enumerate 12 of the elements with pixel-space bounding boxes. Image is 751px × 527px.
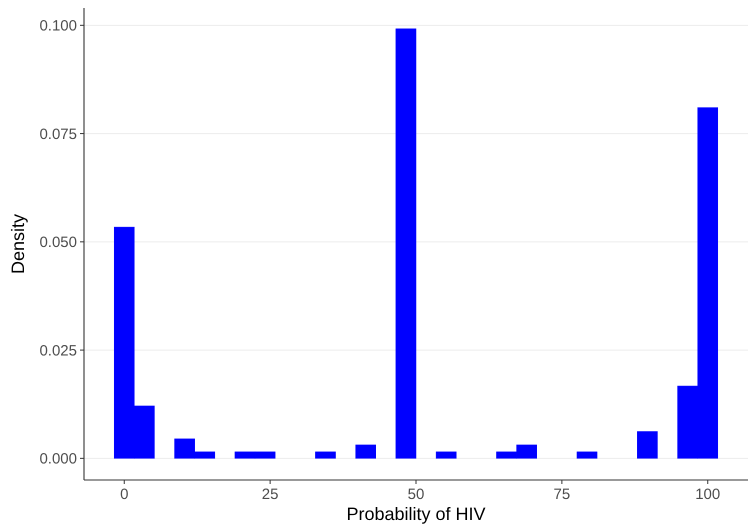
y-axis-title: Density [8, 214, 28, 274]
y-tick-label: 0.050 [39, 234, 77, 252]
x-axis-title: Probability of HIV [346, 504, 486, 524]
y-tick-label: 0.075 [39, 126, 77, 143]
x-tick-label: 100 [695, 486, 720, 503]
y-tick-label: 0.025 [39, 342, 77, 360]
x-tick-label: 50 [408, 486, 424, 503]
x-tick-label: 25 [262, 486, 278, 503]
x-tick-label: 0 [120, 486, 128, 503]
y-tick-label: 0.000 [39, 450, 77, 468]
x-tick-label: 75 [554, 486, 570, 503]
y-tick-label: 0.100 [39, 18, 77, 35]
